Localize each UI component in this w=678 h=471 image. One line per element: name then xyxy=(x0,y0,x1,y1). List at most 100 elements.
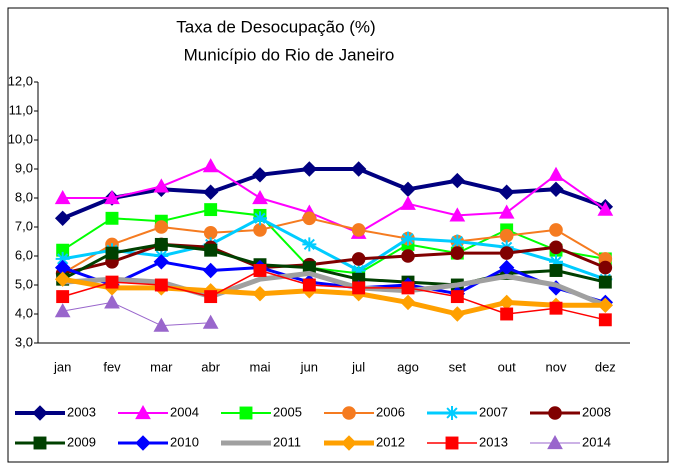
marker xyxy=(104,189,120,205)
series-line xyxy=(62,276,606,317)
legend-label: 2014 xyxy=(582,434,611,449)
legend-marker xyxy=(135,435,151,451)
marker xyxy=(154,278,168,292)
marker xyxy=(253,264,267,277)
legend-label: 2009 xyxy=(67,434,96,449)
marker xyxy=(549,264,563,277)
marker xyxy=(597,201,614,216)
marker xyxy=(401,249,415,263)
marker xyxy=(598,260,613,275)
legend-label: 2003 xyxy=(67,404,96,419)
y-tick-label: 4,0 xyxy=(15,305,33,320)
marker xyxy=(204,203,218,217)
legend-marker xyxy=(547,434,563,450)
marker xyxy=(54,189,71,205)
series-line xyxy=(62,216,606,281)
marker xyxy=(549,301,563,315)
marker xyxy=(302,211,317,226)
marker xyxy=(54,303,71,318)
marker xyxy=(549,240,563,255)
marker xyxy=(204,243,218,257)
legend-label: 2007 xyxy=(479,404,508,419)
series-line xyxy=(61,167,606,221)
marker xyxy=(105,211,119,225)
marker xyxy=(499,246,514,260)
marker xyxy=(202,314,219,329)
series-line xyxy=(62,301,211,327)
marker xyxy=(548,166,564,181)
marker xyxy=(598,275,612,289)
marker xyxy=(252,189,268,205)
marker xyxy=(56,290,70,304)
legend-marker xyxy=(445,436,459,450)
legend-marker xyxy=(33,436,47,450)
legend-marker xyxy=(548,406,562,420)
series-line xyxy=(62,269,606,321)
y-tick-label: 10,0 xyxy=(8,131,33,146)
marker xyxy=(204,290,218,304)
x-tick-label: ago xyxy=(397,359,419,374)
chart-border xyxy=(7,7,669,463)
marker xyxy=(401,231,415,246)
x-tick-label: jan xyxy=(53,359,71,374)
marker xyxy=(499,228,514,243)
legend-label: 2008 xyxy=(582,404,611,419)
marker xyxy=(449,306,466,322)
marker xyxy=(351,252,366,266)
marker xyxy=(450,246,465,260)
series-line xyxy=(62,165,606,234)
marker xyxy=(302,278,316,292)
marker xyxy=(597,297,614,314)
x-tick-label: mar xyxy=(150,359,173,374)
marker xyxy=(154,220,169,234)
series-line xyxy=(62,208,606,275)
legend-label: 2012 xyxy=(376,434,405,449)
marker xyxy=(104,294,120,309)
y-tick-label: 3,0 xyxy=(15,334,33,349)
y-tick-label: 9,0 xyxy=(15,160,33,175)
marker xyxy=(351,263,366,278)
legend-label: 2013 xyxy=(479,434,508,449)
marker xyxy=(548,181,564,198)
marker xyxy=(449,172,466,189)
marker xyxy=(450,290,464,304)
marker xyxy=(351,223,366,237)
marker xyxy=(202,184,219,200)
marker xyxy=(301,161,318,177)
y-tick-label: 11,0 xyxy=(9,102,33,117)
marker xyxy=(105,275,119,289)
legend-marker xyxy=(342,406,356,420)
marker xyxy=(252,285,268,302)
marker xyxy=(400,195,416,210)
y-tick-label: 6,0 xyxy=(15,247,33,262)
x-tick-label: nov xyxy=(546,359,567,374)
y-tick-label: 7,0 xyxy=(15,218,33,233)
series-line xyxy=(62,260,606,304)
legend-label: 2005 xyxy=(273,404,302,419)
legend-marker xyxy=(341,435,357,451)
x-tick-label: set xyxy=(449,359,467,374)
marker xyxy=(154,237,168,251)
legend-marker xyxy=(445,406,459,420)
marker xyxy=(153,178,170,193)
marker xyxy=(202,262,219,279)
y-tick-label: 12,0 xyxy=(8,73,33,88)
x-tick-label: out xyxy=(498,359,516,374)
marker xyxy=(450,234,465,249)
marker xyxy=(549,254,563,269)
y-tick-label: 5,0 xyxy=(15,276,33,291)
legend-label: 2011 xyxy=(273,434,301,449)
marker xyxy=(203,226,218,240)
marker xyxy=(153,317,170,332)
marker xyxy=(401,281,415,295)
marker xyxy=(105,246,119,260)
legend-marker xyxy=(239,406,253,420)
marker xyxy=(252,167,268,183)
marker xyxy=(449,207,466,222)
marker xyxy=(598,313,612,327)
marker xyxy=(54,271,71,287)
x-tick-label: jul xyxy=(351,359,365,374)
marker xyxy=(253,223,267,237)
marker xyxy=(54,210,71,227)
